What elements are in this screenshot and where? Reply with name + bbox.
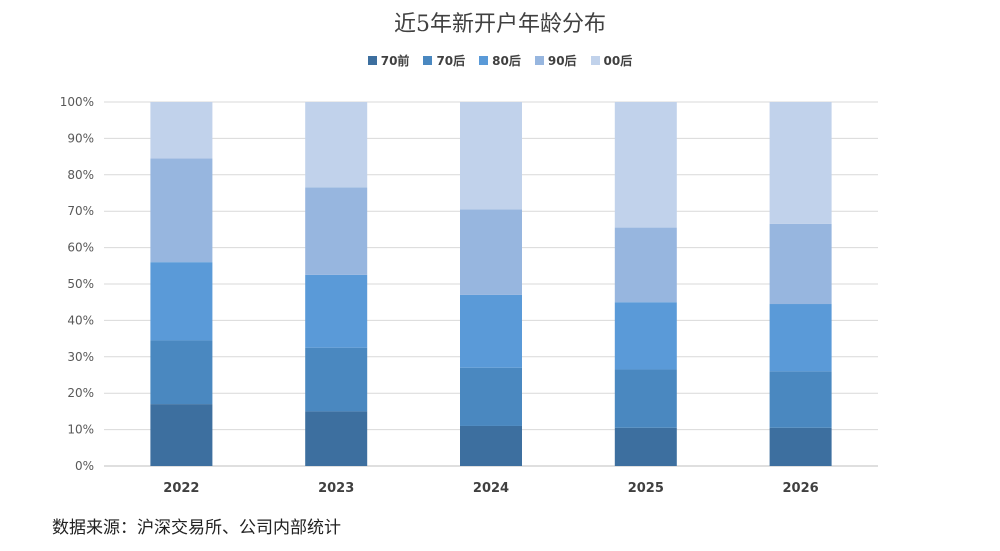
legend-swatch — [479, 56, 489, 65]
legend-item: 70后 — [423, 52, 465, 69]
legend-label: 00后 — [603, 54, 633, 68]
legend-swatch — [534, 56, 544, 65]
bar-segment-2024-4 — [460, 209, 522, 295]
bar-segment-2022-5 — [150, 102, 213, 159]
x-tick-label: 2026 — [783, 481, 819, 496]
bar-segment-2025-4 — [614, 227, 677, 303]
bar-segment-2025-3 — [614, 302, 677, 370]
bar-segment-2024-1 — [460, 425, 522, 466]
bar-segment-2026-2 — [769, 371, 832, 428]
x-tick-label: 2024 — [473, 481, 509, 496]
legend-swatch — [367, 56, 377, 65]
bar-segment-2025-2 — [614, 369, 677, 428]
legend-item: 80后 — [479, 52, 521, 69]
bar-segment-2026-5 — [769, 102, 832, 224]
bar-segment-2022-3 — [150, 262, 213, 341]
legend-label: 80后 — [492, 54, 521, 68]
legend-swatch — [423, 56, 433, 65]
y-tick-label: 50% — [67, 277, 94, 291]
y-tick-label: 90% — [67, 131, 94, 145]
x-tick-label: 2022 — [163, 481, 199, 496]
bar-segment-2022-1 — [150, 404, 213, 466]
y-tick-label: 70% — [67, 204, 94, 218]
y-tick-label: 60% — [67, 241, 94, 255]
bar-segment-2026-1 — [769, 427, 832, 466]
legend-item: 90后 — [534, 52, 577, 69]
bar-segment-2026-4 — [769, 223, 832, 305]
bar-segment-2024-5 — [460, 102, 522, 210]
source-note: 数据来源：沪深交易所、公司内部统计 — [52, 518, 341, 538]
bar-segment-2023-2 — [305, 347, 368, 412]
chart-title: 近5年新开户年龄分布 — [394, 12, 606, 37]
legend-label: 90后 — [547, 54, 577, 68]
x-tick-label: 2023 — [318, 481, 354, 496]
bar-segment-2024-3 — [460, 294, 522, 368]
y-tick-label: 100% — [60, 95, 94, 109]
bar-segment-2026-3 — [769, 304, 832, 372]
y-tick-label: 20% — [67, 386, 94, 400]
y-tick-label: 0% — [75, 459, 94, 473]
y-tick-label: 40% — [67, 313, 94, 327]
bar-segment-2022-4 — [150, 158, 213, 263]
bar-segment-2024-2 — [460, 367, 522, 426]
bar-segment-2022-2 — [150, 340, 213, 405]
bar-segment-2025-1 — [614, 427, 677, 466]
legend: 70前 70后 80后 90后 00后 — [0, 52, 1000, 69]
bar-segment-2023-5 — [305, 102, 368, 188]
legend-label: 70前 — [380, 54, 410, 68]
legend-item: 00后 — [590, 52, 633, 69]
bar-segment-2023-1 — [305, 411, 368, 466]
legend-item: 70前 — [367, 52, 410, 69]
y-tick-label: 10% — [67, 423, 94, 437]
y-tick-label: 30% — [67, 350, 94, 364]
legend-label: 70后 — [436, 54, 466, 68]
bar-segment-2023-3 — [305, 274, 368, 348]
bar-segment-2025-5 — [614, 102, 677, 228]
x-tick-label: 2025 — [628, 481, 664, 496]
y-tick-label: 80% — [67, 168, 94, 182]
bar-segment-2023-4 — [305, 187, 368, 275]
legend-swatch — [590, 56, 600, 65]
